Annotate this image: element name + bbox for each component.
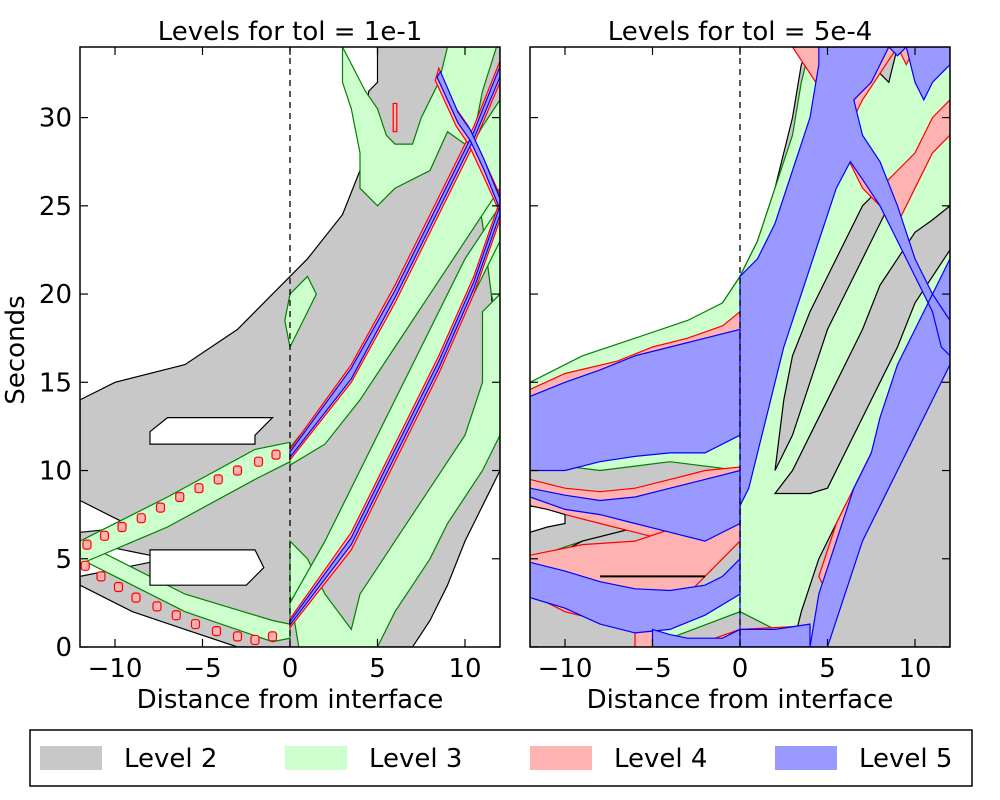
refinement-patch-2: [113, 581, 124, 593]
x-tick-label: −10: [538, 654, 593, 684]
y-tick-label: 20: [39, 280, 72, 310]
x-tick-label: −10: [88, 654, 143, 684]
x-tick-label: 0: [282, 654, 299, 684]
refinement-patch-7: [211, 626, 222, 637]
region-level-5-20: [651, 623, 811, 647]
y-tick-label: 10: [39, 457, 72, 487]
region-level-4-10: [289, 200, 500, 630]
region-level-5-21: [739, 47, 950, 647]
uncovered-region-0: [149, 417, 274, 445]
x-tick-label: 10: [898, 654, 931, 684]
y-tick-label: 0: [55, 633, 72, 663]
plot-regions: [80, 47, 500, 647]
refinement-patch-15: [155, 502, 166, 513]
x-tick-label: 10: [448, 654, 481, 684]
refinement-patch-13: [117, 521, 127, 533]
uncovered-region-0: [530, 505, 566, 533]
region-level-4-8: [392, 102, 398, 133]
left-panel-title: Levels for tol = 1e-1: [158, 17, 423, 47]
plot-regions: [530, 47, 950, 647]
region-level-5-13: [289, 205, 500, 627]
right-panel-title: Levels for tol = 5e-4: [608, 17, 873, 47]
x-tick-label: 5: [819, 654, 836, 684]
right-x-ticks: −10 −5 0 5 10: [538, 47, 932, 684]
refinement-patch-18: [213, 474, 223, 485]
refinement-patch-9: [250, 634, 260, 646]
refinement-patch-11: [82, 539, 92, 550]
region-level-5-12: [289, 66, 500, 460]
right-x-axis-label: Distance from interface: [587, 685, 894, 715]
refinement-patch-1: [96, 571, 106, 582]
region-level-5-14: [436, 70, 500, 210]
right-panel: Levels for tol = 5e-4 −10 −5 0 5 10 Distance…: [529, 17, 951, 715]
legend-label-level-3: Level 3: [369, 744, 462, 774]
refinement-patch-5: [171, 610, 181, 621]
region-level-3-3: [289, 293, 500, 647]
left-plot-area: [79, 46, 501, 648]
left-panel: Levels for tol = 1e-1 −10 −5 0 5 10 0 5 10 15 20…: [1, 17, 501, 715]
refinement-patch-17: [194, 483, 204, 494]
region-level-2-3: [773, 205, 950, 495]
y-tick-label: 5: [55, 545, 72, 575]
refinement-patch-0: [80, 560, 90, 571]
legend-swatch-level-3: [285, 746, 347, 770]
refinement-patch-3: [131, 592, 141, 603]
x-tick-label: −5: [633, 654, 671, 684]
refinement-patch-12: [99, 530, 110, 541]
legend-swatch-level-2: [40, 746, 102, 770]
region-level-5-23: [887, 47, 908, 57]
refinement-patch-20: [253, 456, 264, 467]
left-x-axis-label: Distance from interface: [137, 685, 444, 715]
refinement-patch-4: [152, 601, 162, 612]
x-tick-label: 0: [732, 654, 749, 684]
y-tick-label: 30: [39, 104, 72, 134]
refinement-patch-8: [232, 631, 243, 642]
legend-label-level-5: Level 5: [859, 744, 952, 774]
y-tick-label: 25: [39, 192, 72, 222]
legend-label-level-2: Level 2: [124, 744, 217, 774]
x-tick-label: 5: [369, 654, 386, 684]
legend: Level 2 Level 3 Level 4 Level 5: [29, 729, 973, 787]
refinement-patch-14: [136, 513, 146, 524]
y-tick-label: 15: [39, 368, 72, 398]
y-axis-label: Seconds: [1, 295, 31, 404]
legend-swatch-level-5: [775, 746, 837, 770]
refinement-patch-10: [267, 631, 278, 642]
uncovered-region-1: [149, 549, 265, 586]
region-level-4-9: [289, 60, 500, 462]
left-x-ticks: −10 −5 0 5 10: [88, 47, 482, 684]
refinement-patch-6: [190, 618, 201, 630]
refinement-patch-19: [232, 465, 243, 476]
refinement-patch-16: [175, 491, 185, 503]
region-level-5-22: [905, 47, 950, 102]
refinement-patch-21: [271, 449, 281, 460]
x-tick-label: −5: [183, 654, 221, 684]
right-plot-area: [529, 46, 951, 648]
legend-swatch-level-4: [530, 746, 592, 770]
left-y-ticks: 0 5 10 15 20 25 30: [39, 104, 72, 663]
legend-label-level-4: Level 4: [614, 744, 707, 774]
